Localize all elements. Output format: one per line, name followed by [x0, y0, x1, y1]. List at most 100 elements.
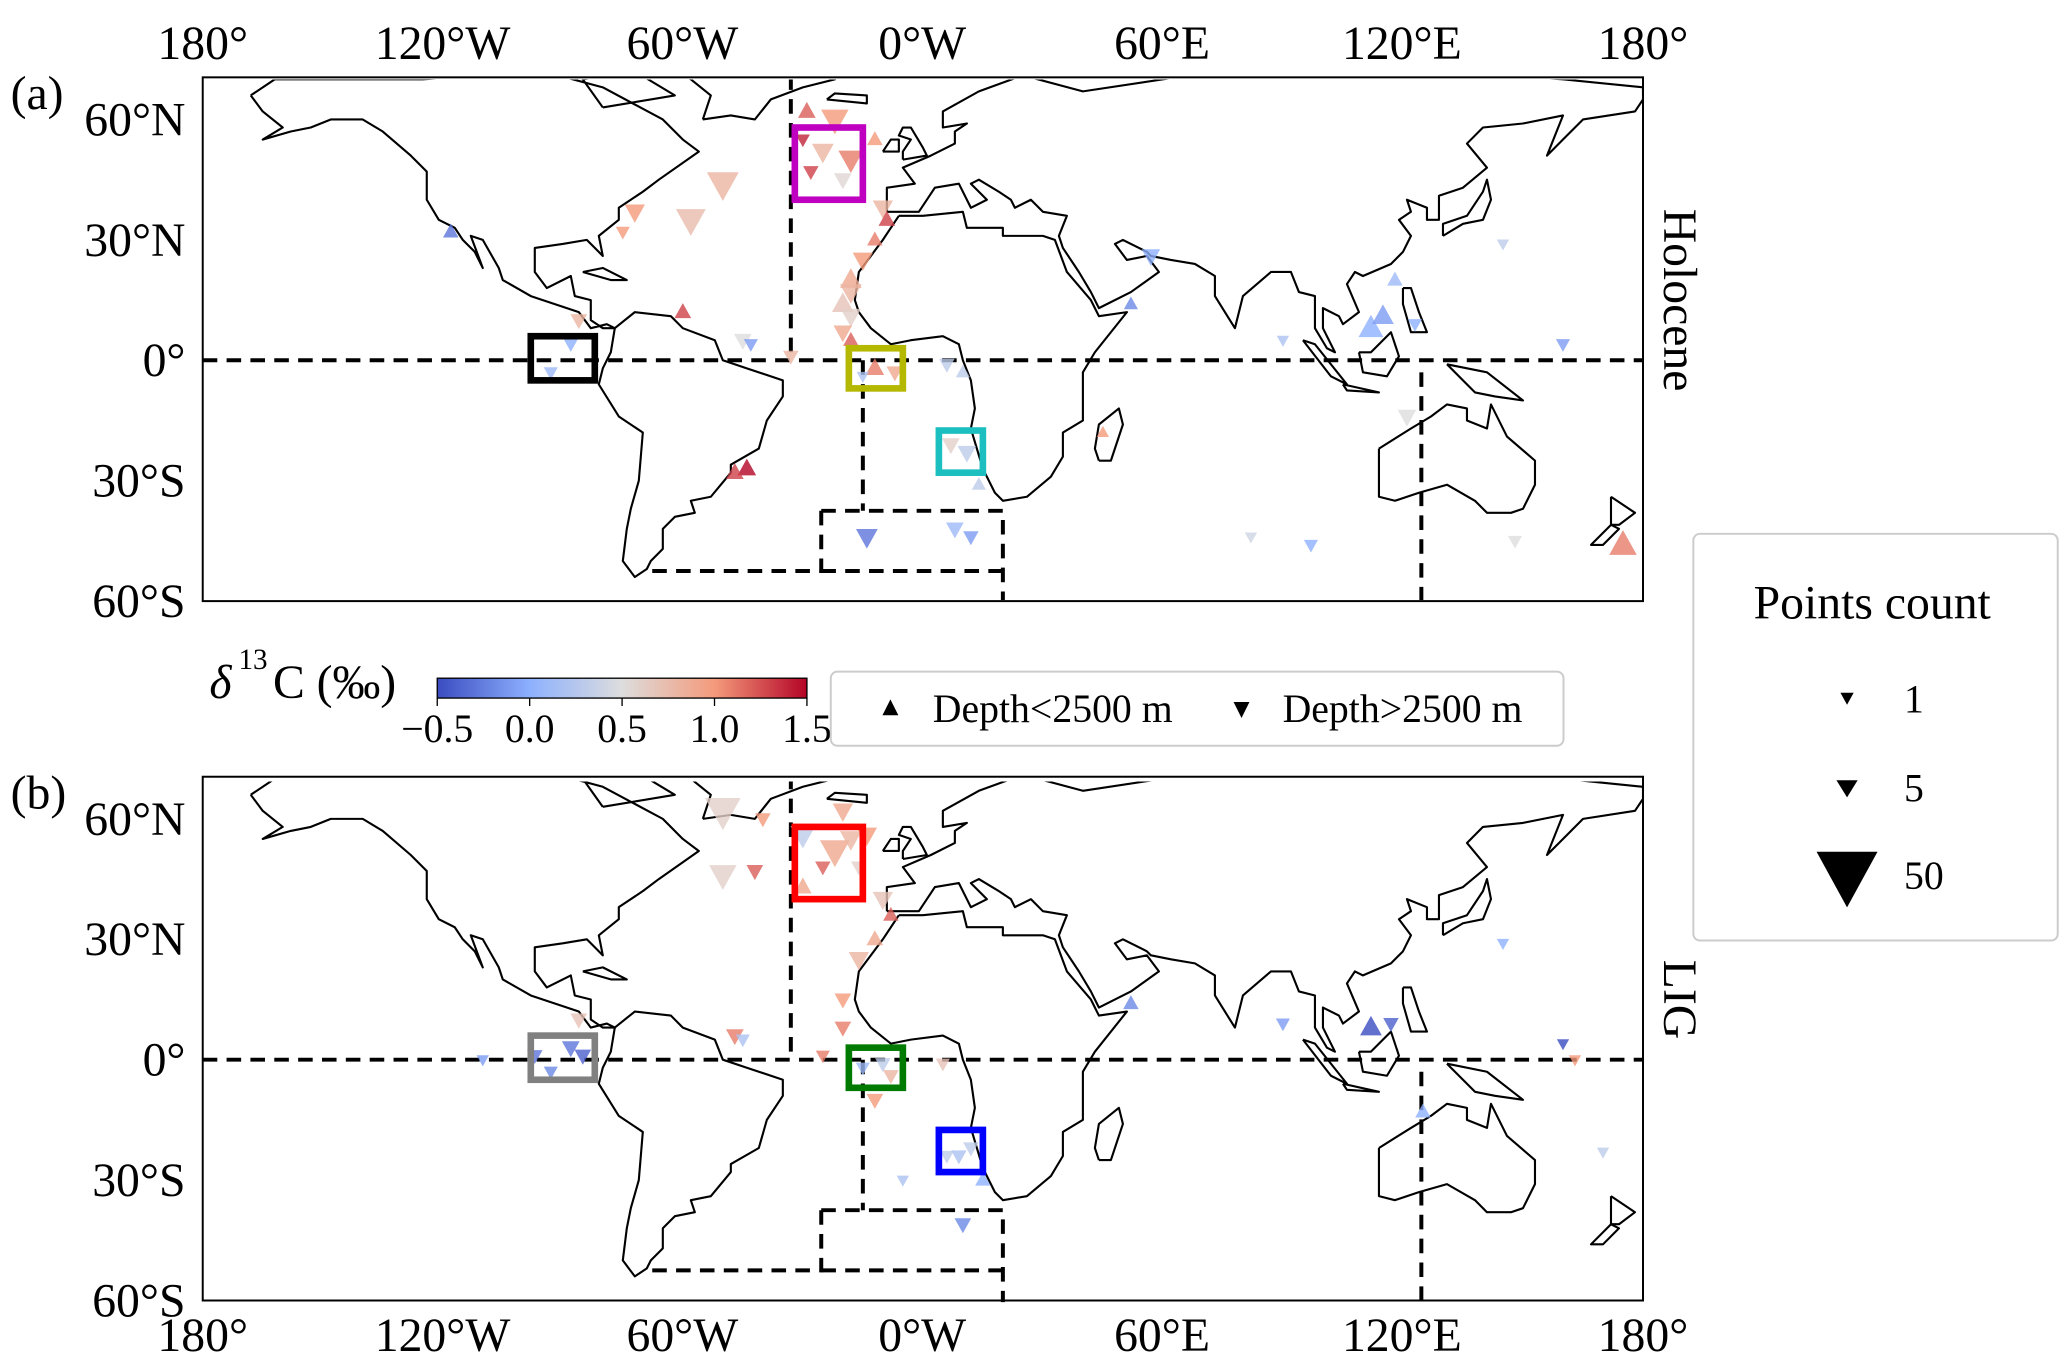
holocene-map-panel: 180° 120°W 60°W 0°W 60°E 120°E 180° 60°N 30°N 0° 3… [11, 18, 1706, 628]
coastline [1446, 363, 1525, 402]
coastline [881, 138, 900, 153]
lat-tick-label: 0° [143, 1035, 186, 1087]
coastline [1446, 1062, 1525, 1101]
coastline [1342, 383, 1381, 394]
colorbar-gradient [436, 677, 808, 699]
core-marker-deep [783, 350, 799, 365]
lon-tick-label: 180° [157, 1310, 248, 1362]
core-marker-deep [755, 813, 771, 828]
panel-title: Holocene [1653, 209, 1705, 392]
core-marker-shallow [797, 101, 816, 118]
region-box [935, 1126, 987, 1176]
coastline [1377, 1102, 1537, 1214]
core-marker-shallow [725, 463, 744, 480]
core-marker-deep [675, 209, 706, 236]
core-marker-deep [1556, 1039, 1570, 1051]
core-marker-deep [954, 1218, 972, 1234]
lon-tick-label: 120°E [1342, 1310, 1462, 1362]
core-marker-shallow [975, 1171, 991, 1186]
core-marker-shallow [867, 131, 883, 146]
lat-tick-label: 30°S [92, 1155, 185, 1207]
coastline [881, 837, 900, 853]
core-marker-deep [866, 1093, 884, 1109]
coastline [688, 79, 836, 121]
region-divider-dashed-line [821, 1208, 1005, 1303]
size-legend: Points count 1 5 50 [1692, 532, 2059, 942]
coastline [897, 126, 928, 161]
colorbar-tick-label: 0.5 [597, 707, 647, 751]
lat-tick-label: 60°N [84, 794, 185, 846]
core-marker-deep [834, 993, 852, 1009]
size-legend-50: 50 [1904, 854, 1944, 898]
colorbar-tick-label: −0.5 [401, 707, 473, 751]
map-area [202, 79, 1643, 601]
size-50-triangle-icon [1816, 851, 1878, 908]
core-marker-deep [942, 438, 960, 455]
core-marker-deep [570, 1013, 588, 1029]
core-marker-deep [476, 1055, 489, 1067]
coastline [1589, 1223, 1621, 1246]
core-marker-deep [951, 1150, 967, 1165]
core-marker-shallow [878, 210, 896, 226]
lat-tick-label: 30°N [84, 215, 185, 267]
core-marker-deep [795, 134, 810, 148]
core-marker-shallow [867, 231, 883, 246]
core-marker-deep [615, 226, 630, 240]
coastline [1609, 1195, 1637, 1226]
core-marker-shallow [1358, 314, 1384, 338]
core-marker-deep [833, 173, 852, 190]
core-marker-deep [1141, 249, 1161, 267]
coastline [897, 825, 928, 861]
core-marker-deep [561, 1041, 580, 1058]
coastline [583, 781, 676, 808]
depth-deep-label: Depth>2500 m [1283, 687, 1523, 731]
core-marker-deep [1275, 1018, 1290, 1032]
lon-tick-label: 60°W [626, 18, 738, 70]
lat-tick-label: 60°S [92, 576, 185, 628]
core-marker-deep [883, 1070, 899, 1085]
core-marker-shallow [883, 906, 899, 921]
core-marker-deep [1555, 339, 1571, 352]
coastline [582, 966, 628, 981]
core-marker-deep [1244, 532, 1258, 544]
coastline [1401, 286, 1429, 334]
lon-tick-label: 180° [1598, 18, 1689, 70]
lon-tick-label: 0°W [878, 1310, 966, 1362]
core-marker-shallow [971, 477, 986, 490]
colorbar-tick-label: 1.5 [782, 707, 832, 751]
core-marker-deep [935, 1058, 950, 1072]
coastline [885, 781, 1643, 1053]
core-marker-shallow [1360, 1015, 1382, 1036]
core-marker-shallow [443, 223, 459, 238]
core-marker-deep [838, 150, 864, 174]
core-marker-deep [735, 1034, 750, 1048]
region-box [845, 1044, 907, 1092]
colorbar-label-delta: δ [209, 657, 232, 709]
coastline [1441, 178, 1493, 237]
core-marker-deep [852, 252, 874, 271]
core-marker-deep [848, 952, 870, 971]
coastline [692, 781, 829, 820]
region-divider-dashed-line [650, 1210, 824, 1273]
core-marker-deep [834, 1021, 852, 1037]
core-marker-shallow [865, 358, 885, 376]
colorbar-label-superscript: 13 [239, 644, 268, 676]
core-marker-deep [833, 325, 853, 343]
core-marker-deep [543, 1066, 558, 1080]
coastline [1342, 1082, 1381, 1093]
core-marker-deep [803, 166, 819, 181]
coastline [249, 781, 700, 1029]
colorbar-tick-label: 0.0 [505, 707, 555, 751]
core-marker-shallow [839, 268, 862, 288]
region-box [791, 124, 867, 204]
core-marker-deep [746, 865, 764, 881]
lat-tick-label: 30°N [84, 914, 185, 966]
core-marker-deep [574, 1049, 592, 1065]
core-marker-shallow [955, 364, 970, 378]
core-marker-deep [832, 803, 854, 822]
panel-label: (a) [11, 68, 64, 120]
region-divider-dashed-line [650, 510, 824, 573]
panel-title: LIG [1653, 960, 1705, 1039]
depth-legend-box [829, 670, 1565, 747]
